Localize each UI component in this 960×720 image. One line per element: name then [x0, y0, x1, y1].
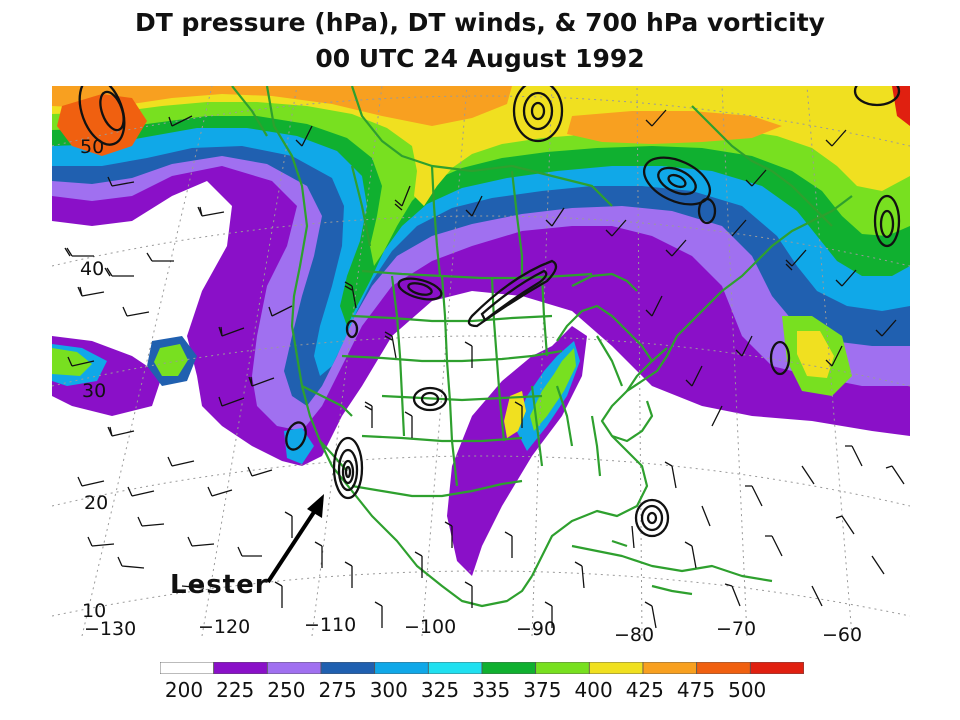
- colorbar-tick-label: 475: [676, 678, 716, 702]
- colorbar-tick-label: 200: [164, 678, 204, 702]
- colorbar-segment: [481, 662, 537, 674]
- colorbar-tick-label: 250: [267, 678, 306, 702]
- dt-wind-barbs: [64, 109, 905, 629]
- colorbar-tick-label: 425: [625, 678, 664, 702]
- shade-blob-sw-green: [154, 344, 188, 376]
- lon-label-130w: −130: [84, 618, 137, 640]
- lon-label-60w: −60: [822, 624, 863, 646]
- lon-label-70w: −70: [716, 618, 757, 640]
- colorbar: [160, 662, 804, 674]
- shade-orange: [52, 86, 512, 126]
- lon-label-80w: −80: [614, 624, 655, 646]
- colorbar-segment: [213, 662, 268, 674]
- shade-yellow-mid-stream: [504, 391, 526, 438]
- lat-label-20: 20: [84, 492, 109, 514]
- lon-label-110w: −110: [304, 614, 357, 636]
- colorbar-tick-label: 375: [523, 678, 562, 702]
- title-line-2: 00 UTC 24 August 1992: [315, 44, 645, 73]
- shade-red-west: [57, 94, 147, 156]
- colorbar-segment: [374, 662, 429, 674]
- colorbar-segment: [535, 662, 590, 674]
- weather-map: [52, 86, 910, 636]
- storm-arrow: [266, 494, 324, 584]
- coastlines: [231, 86, 853, 608]
- colorbar-tick-label: 400: [574, 678, 613, 702]
- colorbar-tick-label: 300: [369, 678, 408, 702]
- colorbar-segment: [160, 662, 215, 674]
- lon-label-100w: −100: [404, 616, 457, 638]
- lon-label-120w: −120: [198, 616, 251, 638]
- colorbar-segment: [588, 662, 644, 674]
- colorbar-segment: [266, 662, 322, 674]
- lat-label-10: 10: [82, 600, 107, 622]
- lat-label-40: 40: [80, 258, 105, 280]
- vorticity-contours: [78, 86, 901, 538]
- shade-west-blob-green: [52, 348, 92, 376]
- lat-label-50: 50: [80, 136, 105, 158]
- colorbar-segment: [642, 662, 698, 674]
- colorbar-segment: [749, 662, 804, 674]
- shade-orange-east: [567, 111, 782, 144]
- title-line-1: DT pressure (hPa), DT winds, & 700 hPa v…: [135, 8, 825, 37]
- colorbar-tick-label: 225: [216, 678, 255, 702]
- lon-label-90w: −90: [516, 618, 557, 640]
- colorbar-segment: [320, 662, 376, 674]
- colorbar-tick-label: 325: [420, 678, 460, 702]
- shade-green-mid-stream: [530, 348, 576, 431]
- shade-east-yellow: [797, 331, 834, 378]
- colorbar-tick-label: 275: [318, 678, 357, 702]
- colorbar-segment: [696, 662, 751, 674]
- colorbar-tick-label: 500: [728, 678, 767, 702]
- lat-label-30: 30: [82, 380, 107, 402]
- graticule: [52, 86, 910, 636]
- colorbar-segment: [427, 662, 483, 674]
- colorbar-tick-label: 335: [472, 678, 511, 702]
- dt-pressure-shading: [52, 86, 910, 576]
- storm-label-lester: Lester: [170, 570, 269, 600]
